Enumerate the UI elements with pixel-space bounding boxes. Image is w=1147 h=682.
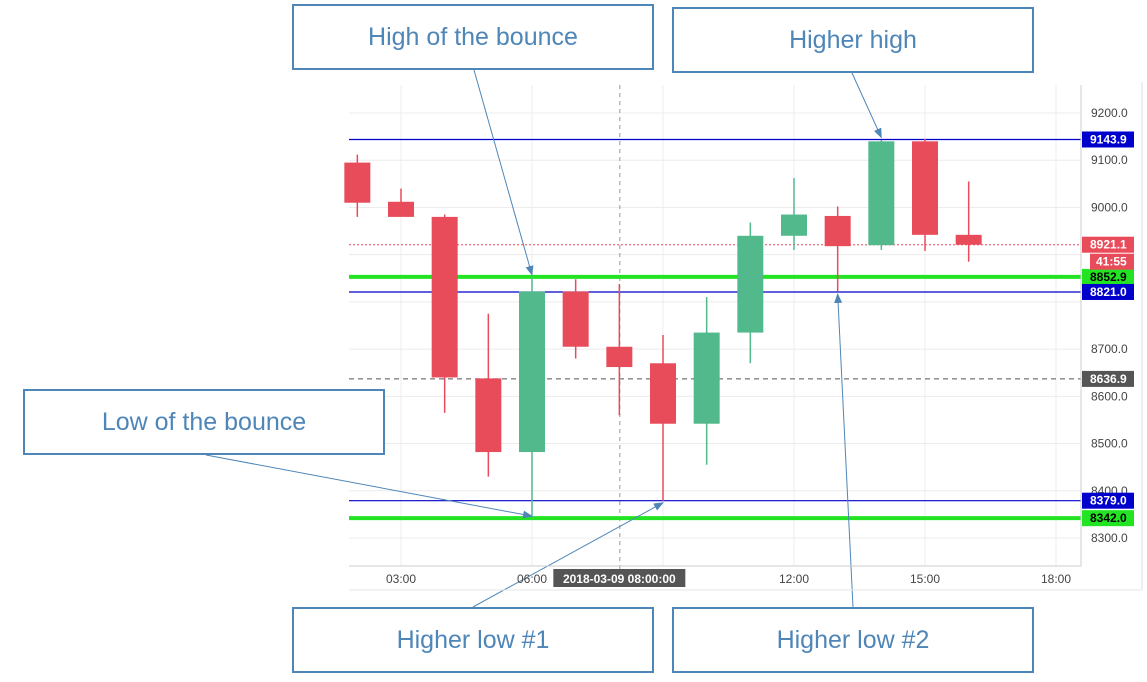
- y-tick-label: 8600.0: [1091, 389, 1128, 403]
- candle: [475, 313, 502, 477]
- y-tick-label: 8700.0: [1091, 342, 1128, 356]
- candle-body: [693, 332, 720, 424]
- price-level-label: 8921.1: [1090, 238, 1127, 252]
- price-level-label: 8379.0: [1090, 494, 1127, 508]
- callout-text: Higher high: [789, 25, 917, 54]
- candle-body: [431, 216, 458, 378]
- countdown-tag: [1090, 253, 1134, 270]
- y-tick-label: 9200.0: [1091, 106, 1128, 120]
- x-tick-label: 12:00: [779, 572, 809, 586]
- candle-body: [519, 291, 545, 453]
- candle: [650, 334, 676, 501]
- candle: [344, 154, 371, 217]
- callout-high-of-bounce: High of the bounce: [292, 4, 654, 70]
- candle: [912, 138, 938, 251]
- candle: [737, 222, 764, 364]
- candle-body: [912, 141, 938, 235]
- price-level-label: 8636.9: [1090, 372, 1127, 386]
- price-level-tag: [1082, 492, 1134, 509]
- annotation-arrow: [834, 292, 854, 608]
- annotation-arrow: [851, 72, 882, 139]
- candle-body: [868, 141, 895, 246]
- candle: [824, 206, 851, 292]
- price-levels: [349, 138, 1081, 521]
- candle-body: [955, 234, 982, 245]
- callout-higher-high: Higher high: [672, 7, 1034, 73]
- callout-text: Low of the bounce: [101, 407, 307, 436]
- y-tick-label: 8500.0: [1091, 437, 1128, 451]
- candle: [388, 188, 414, 217]
- candle: [955, 181, 982, 262]
- candle-body: [650, 363, 676, 424]
- callout-text: Higher low #1: [396, 625, 550, 654]
- price-level-tag: [1082, 283, 1134, 300]
- y-tick-label: 9100.0: [1091, 153, 1128, 167]
- crosshair-time-label: 2018-03-09 08:00:00: [563, 572, 676, 586]
- candle-body: [737, 235, 764, 333]
- x-tick-label: 15:00: [910, 572, 940, 586]
- annotation-arrow: [473, 69, 534, 276]
- x-tick-label: 18:00: [1041, 572, 1071, 586]
- candle-body: [562, 291, 589, 347]
- candle: [781, 178, 807, 250]
- candle-body: [388, 201, 414, 217]
- price-level-label: 8342.0: [1090, 511, 1127, 525]
- y-tick-label: 8300.0: [1091, 531, 1128, 545]
- callout-low-of-bounce: Low of the bounce: [23, 389, 385, 455]
- price-level-tag: [1082, 268, 1134, 285]
- y-tick-label: 9000.0: [1091, 200, 1128, 214]
- price-level-label: 9143.9: [1090, 132, 1127, 146]
- candlestick-series: [344, 138, 982, 519]
- candle: [431, 214, 458, 413]
- candle: [519, 277, 545, 519]
- crosshair-time-tag: [553, 569, 686, 587]
- price-level-label: 8852.9: [1090, 270, 1127, 284]
- price-level-tag: [1082, 131, 1134, 148]
- candle-body: [606, 346, 633, 368]
- x-tick-label: 06:00: [517, 572, 547, 586]
- countdown-label: 41:55: [1096, 255, 1127, 269]
- candle-body: [781, 214, 807, 236]
- candle-body: [824, 215, 851, 247]
- candle: [562, 279, 589, 359]
- callout-higher-low-2: Higher low #2: [672, 607, 1034, 673]
- price-axis: 9200.09100.09000.08700.08600.08500.08400…: [1080, 82, 1143, 590]
- x-tick-label: 03:00: [386, 572, 416, 586]
- callout-higher-low-1: Higher low #1: [292, 607, 654, 673]
- candle: [868, 139, 895, 250]
- callout-text: High of the bounce: [368, 22, 578, 51]
- time-axis: 03:00 06:00 12:00 15:00 18:00 2018-03-09 08:0…: [349, 565, 1142, 591]
- price-level-tag: [1082, 370, 1134, 387]
- price-level-tag: [1082, 236, 1134, 253]
- candle-body: [344, 162, 371, 203]
- candle: [606, 283, 633, 416]
- price-level-label: 8821.0: [1090, 285, 1127, 299]
- candle: [693, 297, 720, 465]
- annotation-arrow: [205, 454, 533, 519]
- callout-text: Higher low #2: [776, 625, 930, 654]
- candle-body: [475, 378, 502, 453]
- price-level-tag: [1082, 510, 1134, 527]
